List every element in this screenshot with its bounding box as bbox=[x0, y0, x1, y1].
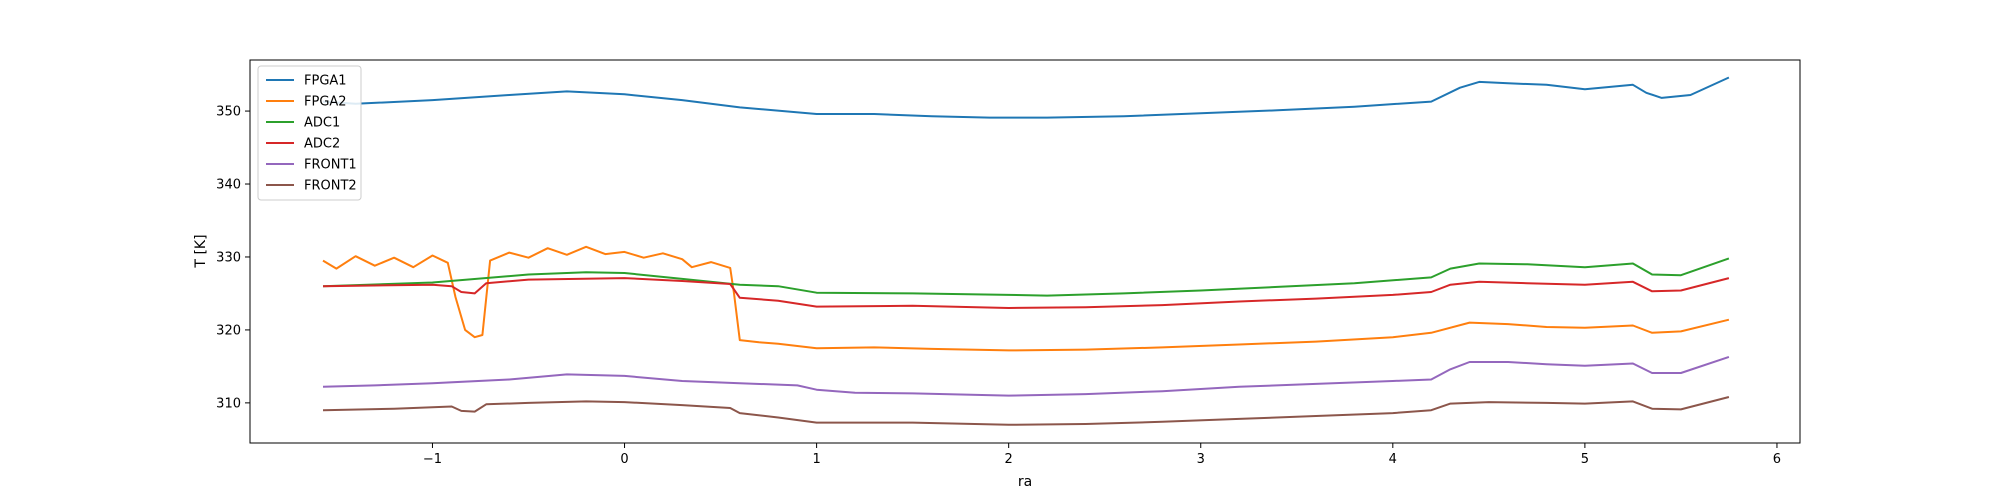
x-tick-label: 1 bbox=[812, 452, 820, 467]
legend-entry: FPGA2 bbox=[304, 95, 347, 110]
legend-entry: FRONT1 bbox=[304, 158, 357, 173]
y-tick-label: 340 bbox=[216, 178, 241, 193]
series-line-adc1 bbox=[322, 257, 1730, 297]
series-layer bbox=[322, 76, 1730, 426]
legend-box bbox=[257, 65, 362, 201]
y-axis-label: T [K] bbox=[193, 234, 209, 268]
y-tick-label: 310 bbox=[216, 396, 241, 411]
x-axis: −1 0 1 2 3 4 5 6 bbox=[423, 443, 1781, 467]
legend-entry: FRONT2 bbox=[304, 179, 357, 194]
x-tick-label: −1 bbox=[423, 452, 442, 467]
series-line-front1 bbox=[322, 355, 1730, 397]
x-tick-label: 2 bbox=[1005, 452, 1013, 467]
x-tick-label: 5 bbox=[1581, 452, 1589, 467]
y-tick-label: 350 bbox=[216, 105, 241, 120]
series-line-adc2 bbox=[322, 277, 1730, 309]
x-tick-label: 6 bbox=[1773, 452, 1781, 467]
x-tick-label: 4 bbox=[1389, 452, 1397, 467]
legend: FPGA1 FPGA2 ADC1 ADC2 FRONT1 FRONT2 bbox=[257, 65, 362, 201]
x-axis-label: ra bbox=[1018, 474, 1032, 490]
legend-entry: FPGA1 bbox=[304, 74, 347, 89]
legend-entry: ADC1 bbox=[304, 116, 340, 131]
legend-entry: ADC2 bbox=[304, 137, 340, 152]
y-axis: 310 320 330 340 350 bbox=[216, 105, 250, 411]
series-line-front2 bbox=[322, 396, 1730, 426]
x-tick-label: 3 bbox=[1197, 452, 1205, 467]
y-tick-label: 330 bbox=[216, 250, 241, 265]
series-line-fpga1 bbox=[322, 76, 1730, 119]
x-tick-label: 0 bbox=[620, 452, 628, 467]
y-tick-label: 320 bbox=[216, 323, 241, 338]
series-line-fpga2 bbox=[322, 245, 1730, 352]
